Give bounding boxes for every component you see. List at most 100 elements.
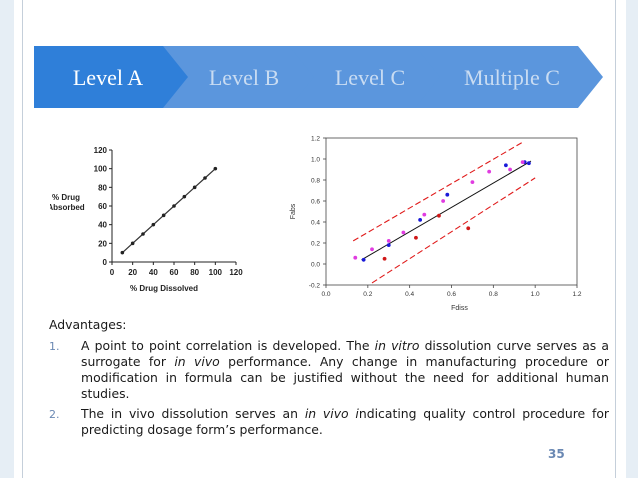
scatter-point xyxy=(382,256,387,261)
x-tick-label: 60 xyxy=(170,268,179,277)
scatter-point xyxy=(386,243,391,247)
y-tick-label: 40 xyxy=(98,221,107,230)
tab-level-a-label: Level A xyxy=(73,65,143,90)
page-number: 35 xyxy=(548,447,565,461)
tab-level-b-label: Level B xyxy=(209,65,279,90)
scatter-point xyxy=(386,239,391,243)
data-point xyxy=(192,185,197,190)
scatter-point xyxy=(401,230,406,235)
y-tick-label: 0.4 xyxy=(311,220,320,227)
data-point xyxy=(182,194,187,199)
scatter-point xyxy=(466,226,471,231)
data-point xyxy=(130,241,135,246)
italic-term: in vivo i xyxy=(304,406,359,421)
scatter-point xyxy=(520,160,525,165)
x-tick-label: 0 xyxy=(110,268,115,277)
advantage-item: 1. A point to point correlation is develo… xyxy=(49,338,609,402)
advantages-list: 1. A point to point correlation is develo… xyxy=(49,338,609,438)
x-tick-label: 20 xyxy=(128,268,137,277)
y-tick-label: 80 xyxy=(98,183,107,192)
x-tick-label: 40 xyxy=(149,268,158,277)
y-tick-label: 0 xyxy=(103,258,108,267)
x-tick-label: 0.6 xyxy=(447,291,456,298)
scatter-point xyxy=(470,180,475,184)
x-tick-label: 1.0 xyxy=(531,291,540,298)
level-a-correlation-chart: 0 20 40 60 80 100 120 0 20 40 60 80 100 120 % Drug Dis… xyxy=(50,146,243,293)
italic-term: in vivo xyxy=(174,354,220,369)
scatter-point xyxy=(487,169,492,174)
scatter-point xyxy=(370,247,374,252)
y-axis-title-line1: % Drug xyxy=(52,193,80,202)
x-tick-label: 0.4 xyxy=(405,291,414,298)
y-axis-title: Fabs xyxy=(290,203,297,219)
data-point xyxy=(203,176,207,180)
upper-confidence-band xyxy=(352,141,523,242)
scatter-point xyxy=(418,218,423,222)
advantages-section: Advantages: 1. A point to point correlati… xyxy=(49,317,609,442)
scatter-point xyxy=(508,167,512,172)
level-tabs: Level A Level B Level C Multiple C xyxy=(34,46,603,108)
data-point xyxy=(141,232,145,236)
scatter-point xyxy=(422,212,427,217)
y-tick-label: -0.2 xyxy=(309,283,321,290)
fabs-fdiss-scatter-chart: -0.20.00.20.40.60.81.01.20.0 0.2 0.4 0.6 0.8… xyxy=(290,136,582,313)
italic-term: in vitro xyxy=(374,338,420,353)
data-point xyxy=(161,213,166,218)
x-tick-label: 0.0 xyxy=(321,291,330,298)
slide-frame-left xyxy=(0,0,14,478)
x-tick-label: 80 xyxy=(190,268,199,277)
y-tick-label: 1.0 xyxy=(311,157,320,164)
y-tick-label: 60 xyxy=(98,202,107,211)
regression-line xyxy=(361,160,532,261)
lower-confidence-band xyxy=(371,177,536,284)
advantage-text: A point to point correlation is develope… xyxy=(81,338,375,353)
data-point xyxy=(151,222,156,227)
y-tick-label: 0.6 xyxy=(311,199,320,206)
advantage-item: 2. The in vivo dissolution serves an in v… xyxy=(49,406,609,438)
x-tick-label: 120 xyxy=(229,268,243,277)
data-point xyxy=(213,166,218,171)
scatter-point xyxy=(361,257,366,262)
y-tick-label: 20 xyxy=(98,239,107,248)
tab-level-b[interactable] xyxy=(163,46,327,108)
advantage-text: dissolution curve serves as a surrogate … xyxy=(81,338,610,369)
scatter-point xyxy=(441,199,446,203)
advantage-text: performance. Any change in manufacturing… xyxy=(81,354,609,401)
y-tick-label: 100 xyxy=(94,165,108,174)
advantage-text: ndicating quality control procedure for … xyxy=(81,406,609,437)
plot-frame xyxy=(325,137,578,286)
x-tick-label: 100 xyxy=(209,268,223,277)
scatter-point xyxy=(414,235,418,240)
tab-level-a[interactable] xyxy=(34,46,201,108)
scatter-point xyxy=(503,163,508,168)
data-point xyxy=(120,250,125,255)
y-tick-label: 0.2 xyxy=(311,241,320,248)
y-tick-label: 120 xyxy=(94,146,108,155)
series-line xyxy=(121,168,216,254)
y-tick-label: 0.8 xyxy=(311,178,320,185)
x-tick-label: 0.2 xyxy=(363,291,372,298)
tab-level-c[interactable] xyxy=(289,46,453,108)
tab-multiple-c[interactable] xyxy=(415,46,603,108)
x-axis-title: % Drug Dissolved xyxy=(130,284,198,293)
scatter-point xyxy=(526,161,531,166)
scatter-point xyxy=(437,213,441,218)
x-tick-label: 0.8 xyxy=(489,291,498,298)
y-axis-title-line2: Absorbed xyxy=(50,203,85,212)
advantages-title: Advantages: xyxy=(49,317,127,332)
y-tick-label: 1.2 xyxy=(311,136,320,143)
advantage-number: 2. xyxy=(49,408,60,421)
scatter-point xyxy=(353,255,358,260)
slide-frame-right xyxy=(626,0,638,478)
scatter-point xyxy=(445,192,450,197)
tab-multiple-c-label: Multiple C xyxy=(464,65,560,90)
slide-frame-line-left xyxy=(22,0,23,478)
advantage-number: 1. xyxy=(49,340,60,353)
y-tick-label: 0.0 xyxy=(311,262,320,269)
x-axis-title: Fdiss xyxy=(451,305,468,312)
data-point xyxy=(172,204,176,208)
x-tick-label: 1.2 xyxy=(572,291,581,298)
advantage-text: The in vivo dissolution serves an xyxy=(81,406,305,421)
slide-frame-line-right xyxy=(615,0,616,478)
tab-level-c-label: Level C xyxy=(335,65,405,90)
